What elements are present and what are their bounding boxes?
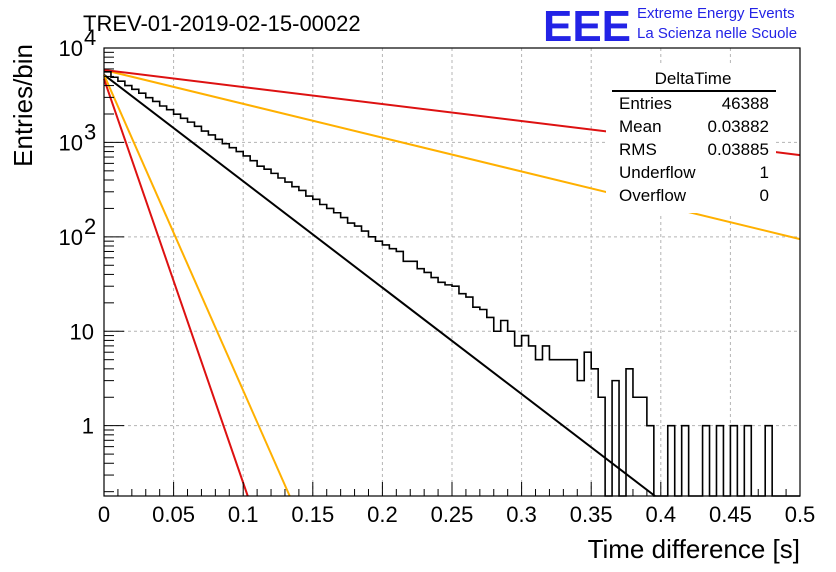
stats-title: DeltaTime [655, 69, 732, 88]
fit-line [103, 78, 249, 497]
y-tick-label: 10 [59, 130, 83, 155]
y-tick-label: 10 [59, 36, 83, 61]
stats-value: 0.03885 [708, 140, 769, 159]
x-tick-label: 0.3 [506, 502, 537, 527]
stats-value: 0.03882 [708, 117, 769, 136]
histogram-outline [104, 70, 800, 497]
logo-line-1: Extreme Energy Events [637, 5, 795, 22]
y-tick-label-exponent: 4 [84, 25, 96, 50]
fit-line [103, 74, 291, 497]
chart-title: TREV-01-2019-02-15-00022 [83, 11, 361, 36]
y-tick-label: 10 [59, 225, 83, 250]
stats-value: 46388 [722, 94, 769, 113]
stats-value: 0 [760, 186, 769, 205]
stats-label: RMS [619, 140, 657, 159]
axis-ticks [103, 47, 801, 496]
y-axis-title: Entries/bin [8, 44, 38, 167]
eee-logo: EEE Extreme Energy Events La Scienza nel… [543, 2, 797, 51]
x-tick-label: 0.1 [228, 502, 259, 527]
stats-label: Mean [619, 117, 662, 136]
logo-line-2: La Scienza nelle Scuole [637, 25, 797, 42]
x-tick-label: 0.25 [431, 502, 474, 527]
x-tick-label: 0.45 [709, 502, 752, 527]
logo-mark: EEE [543, 2, 631, 51]
stats-label: Underflow [619, 163, 696, 182]
x-axis-title: Time difference [s] [588, 534, 800, 564]
y-tick-label-exponent: 2 [84, 214, 96, 239]
x-tick-label: 0 [98, 502, 110, 527]
y-tick-label-exponent: 3 [84, 119, 96, 144]
x-tick-label: 0.35 [570, 502, 613, 527]
stats-label: Overflow [619, 186, 687, 205]
x-tick-label: 0.4 [646, 502, 677, 527]
stats-rows: Entries 46388 Mean 0.03882 RMS 0.03885 Underfl… [619, 94, 769, 205]
x-tick-label: 0.05 [152, 502, 195, 527]
x-tick-label: 0.2 [367, 502, 398, 527]
fit-line [103, 74, 656, 497]
stats-label: Entries [619, 94, 672, 113]
y-tick-label: 10 [70, 319, 94, 344]
stats-value: 1 [760, 163, 769, 182]
histogram [104, 70, 800, 497]
y-tick-label: 1 [82, 414, 94, 439]
x-tick-labels: 0 0.05 0.1 0.15 0.2 0.25 0.3 0.35 0.4 0.45 0.5 [98, 502, 815, 527]
x-tick-label: 0.15 [291, 502, 334, 527]
stats-box: DeltaTime Entries 46388 Mean 0.03882 RMS 0.03… [606, 66, 776, 213]
x-tick-label: 0.5 [785, 502, 816, 527]
